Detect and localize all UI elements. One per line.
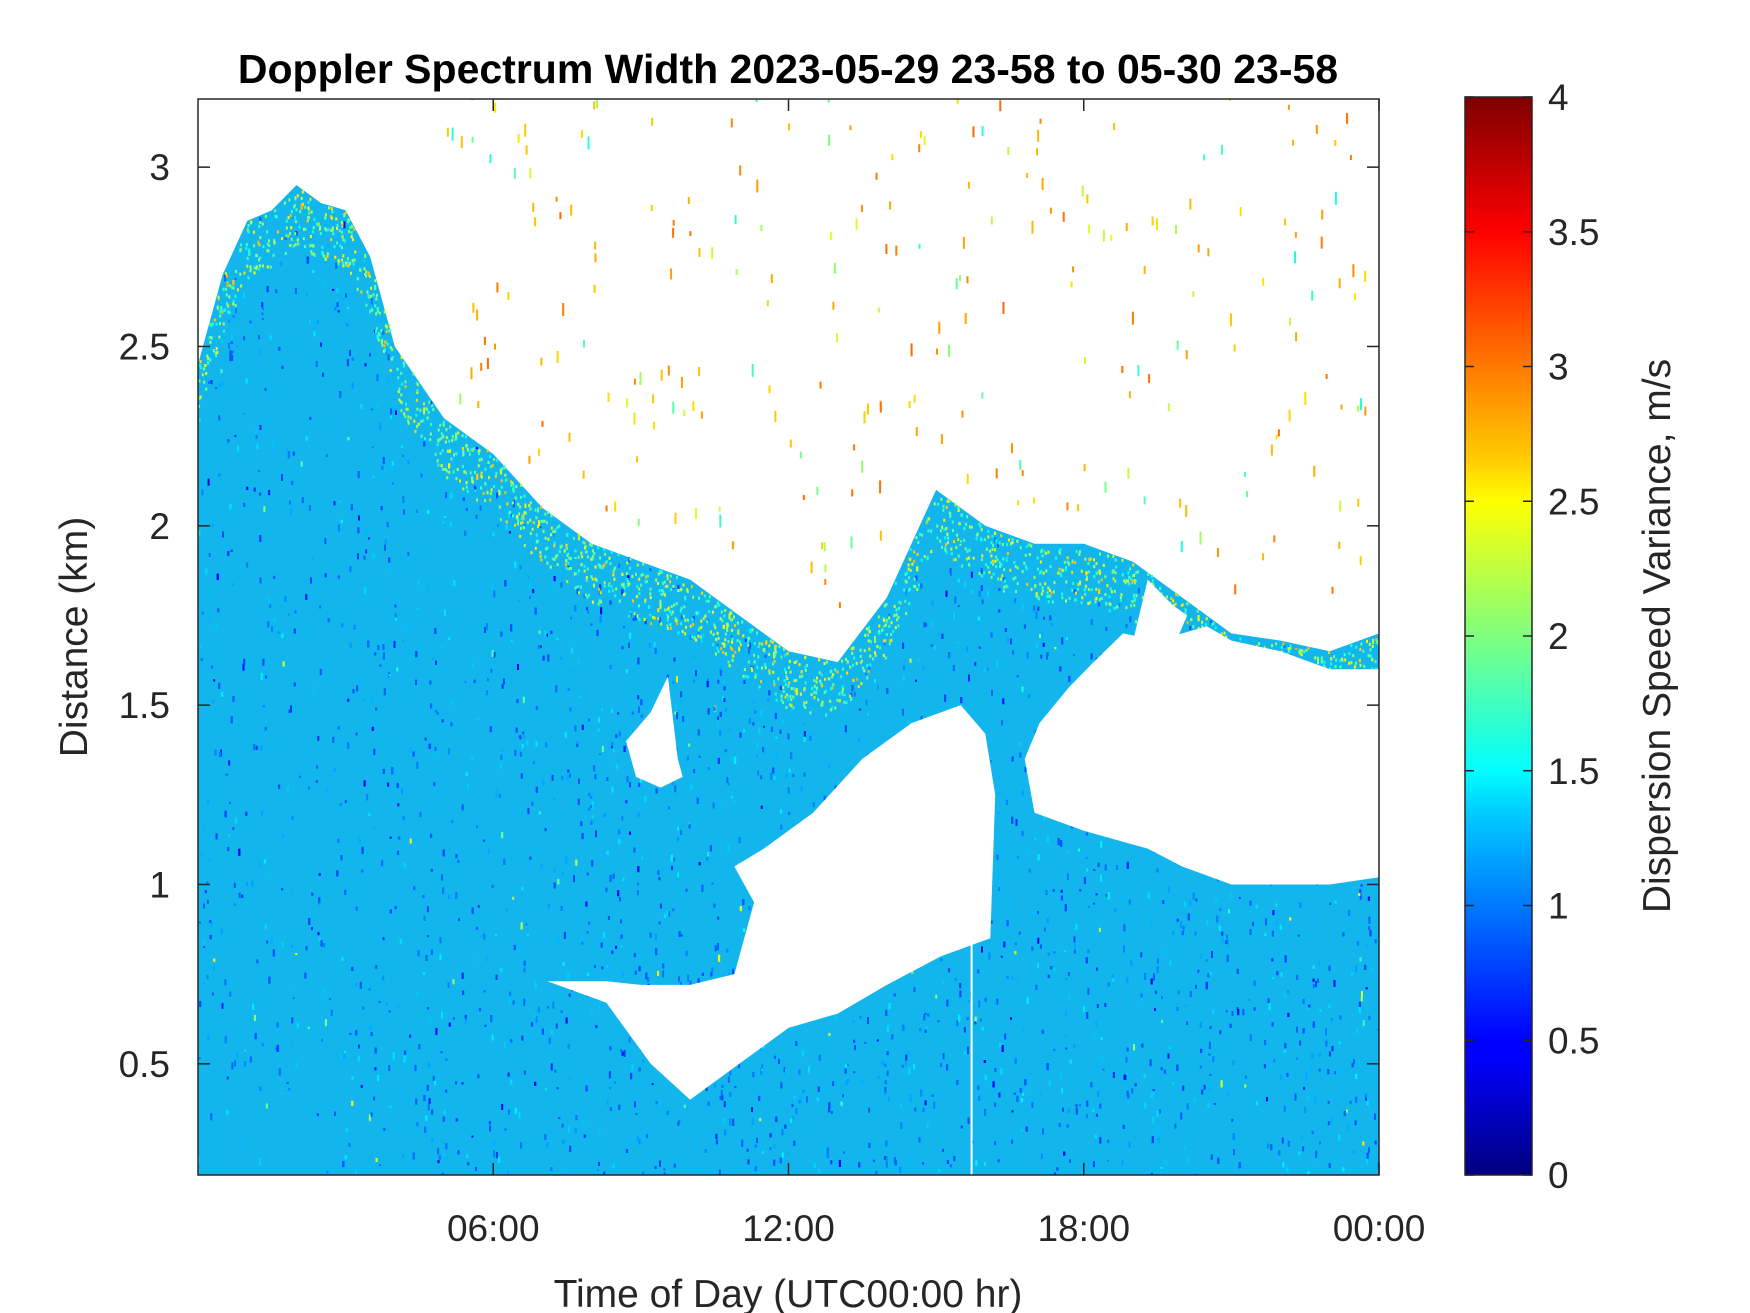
colorbar-tick-label: 1.5 <box>1548 751 1599 792</box>
y-tick-label: 1.5 <box>119 685 170 726</box>
colorbar-label: Dispersion Speed Variance, m/s <box>1636 359 1679 913</box>
x-axis-ticks: 06:00 12:00 18:00 00:00 <box>447 99 1425 1249</box>
missing-profile-line <box>970 938 973 1175</box>
colorbar-tick-label: 0 <box>1548 1155 1569 1196</box>
chart-title: Doppler Spectrum Width 2023-05-29 23-58 … <box>238 46 1338 92</box>
colorbar-tick-label: 2 <box>1548 616 1569 657</box>
y-tick-label: 0.5 <box>119 1044 170 1085</box>
colorbar-tick-label: 3.5 <box>1548 212 1599 253</box>
colorbar-tick-label: 2.5 <box>1548 481 1599 522</box>
signal-region <box>198 185 1379 1175</box>
y-axis-ticks: 0.5 1 1.5 2 2.5 3 <box>119 147 1379 1085</box>
y-tick-label: 2.5 <box>119 326 170 367</box>
x-tick-label: 00:00 <box>1333 1208 1426 1249</box>
no-signal-gap-18h <box>1128 579 1188 663</box>
y-tick-label: 1 <box>149 864 170 905</box>
colorbar-tick-label: 4 <box>1548 77 1569 118</box>
no-signal-main-gap <box>547 705 996 1100</box>
y-axis-label: Distance (km) <box>53 517 96 758</box>
colorbar-tick-label: 1 <box>1548 886 1569 927</box>
colorbar-ticks: 0 0.5 1 1.5 2 2.5 3 3.5 4 <box>1465 77 1599 1196</box>
x-axis-label: Time of Day (UTC00:00 hr) <box>554 1273 1023 1313</box>
heatmap-layer <box>198 99 1379 1175</box>
x-tick-label: 12:00 <box>742 1208 835 1249</box>
colorbar-tick-label: 0.5 <box>1548 1020 1599 1061</box>
no-signal-small-gap <box>626 676 683 788</box>
colorbar-gradient <box>1464 96 1533 1176</box>
y-tick-label: 2 <box>149 506 170 547</box>
colorbar: 0 0.5 1 1.5 2 2.5 3 3.5 4 Dispersion Speed Varia… <box>1464 77 1679 1196</box>
colorbar-tick-label: 3 <box>1548 347 1569 388</box>
x-tick-label: 18:00 <box>1037 1208 1130 1249</box>
plot-area: 06:00 12:00 18:00 00:00 0.5 1 1.5 2 2.5 3 <box>119 98 1425 1249</box>
sparse-returns <box>446 99 1367 609</box>
y-tick-label: 3 <box>149 147 170 188</box>
x-tick-label: 06:00 <box>447 1208 540 1249</box>
no-signal-right-gap <box>1024 626 1379 885</box>
